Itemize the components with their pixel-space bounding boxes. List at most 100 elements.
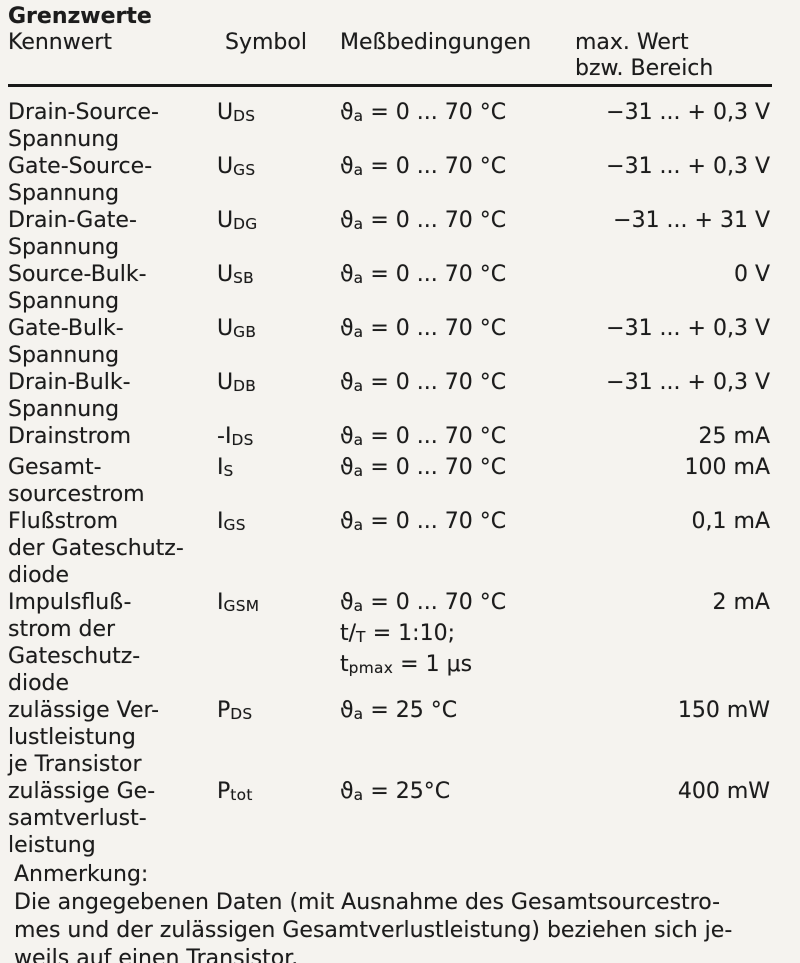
subscript: tot	[230, 785, 253, 804]
subscript: S	[223, 461, 234, 480]
kennwert-line: Gate-Bulk-	[8, 316, 124, 341]
symbol-cell: PDS	[217, 697, 253, 723]
symbol-cell: IGS	[217, 508, 246, 534]
value-cell: −31 ... + 0,3 V	[606, 154, 770, 179]
column-label-max-wert: max. Wert	[575, 30, 689, 55]
section-title: Grenzwerte	[8, 4, 152, 29]
conditions-cell: ϑa = 0 ... 70 °C	[340, 369, 575, 423]
value-cell: 25 mA	[698, 424, 770, 449]
table-row: zulässige Ge-samtverlust-leistung Ptot ϑa …	[8, 778, 800, 859]
condition-line: ϑa = 0 ... 70 °C	[340, 589, 507, 615]
subscript: a	[353, 268, 364, 287]
conditions-cell: ϑa = 25°C	[340, 778, 575, 859]
kennwert-line: Spannung	[8, 235, 120, 260]
symbol-cell: UGB	[217, 316, 257, 341]
conditions-cell: ϑa = 0 ... 70 °C	[340, 423, 575, 454]
table-row: Drainstrom -IDS ϑa = 0 ... 70 °C 25 mA	[8, 423, 800, 454]
table-row: Gesamt-sourcestrom IS ϑa = 0 ... 70 °C 100 …	[8, 454, 800, 508]
kennwert-cell: Impulsfluß-strom der Gateschutz-diode	[8, 589, 215, 697]
subscript: a	[353, 376, 364, 395]
subscript: a	[353, 214, 364, 233]
table-row: Impulsfluß-strom der Gateschutz-diode IGSM…	[8, 589, 800, 697]
kennwert-cell: Drain-Source- Spannung	[8, 99, 215, 153]
subscript: DG	[233, 214, 258, 233]
symbol-cell: UDG	[217, 208, 258, 233]
kennwert-line: Gesamt-	[8, 454, 102, 480]
subscript: a	[353, 461, 364, 480]
subscript: a	[353, 785, 364, 804]
symbol-cell: UDB	[217, 370, 257, 395]
kennwert-line: Spannung	[8, 289, 120, 314]
subscript: a	[353, 515, 364, 534]
kennwert-line: Impulsfluß-	[8, 589, 132, 615]
kennwert-cell: Drainstrom	[8, 423, 215, 454]
kennwert-cell: Drain-Gate- Spannung	[8, 207, 215, 261]
table-row: Drain-Gate- Spannung UDG ϑa = 0 ... 70 °C −3…	[8, 207, 800, 261]
conditions-cell: ϑa = 0 ... 70 °C	[340, 207, 575, 261]
kennwert-cell: Flußstrom der Gateschutz-diode	[8, 508, 215, 589]
table-row: Gate-Bulk- Spannung UGB ϑa = 0 ... 70 °C −31…	[8, 315, 800, 369]
subscript: a	[353, 160, 364, 179]
condition-line: t/T = 1:10;	[340, 620, 455, 646]
condition-line: ϑa = 0 ... 70 °C	[340, 316, 507, 341]
kennwert-line: Drain-Bulk-	[8, 370, 131, 395]
table-row: zulässige Ver-lustleistung je Transistor P…	[8, 697, 800, 778]
note-line: weils auf einen Transistor.	[14, 945, 299, 963]
kennwert-cell: zulässige Ver-lustleistung je Transistor	[8, 697, 215, 778]
condition-line: ϑa = 0 ... 70 °C	[340, 208, 507, 233]
condition-line: tpmax = 1 μs	[340, 651, 473, 677]
table-row: Flußstrom der Gateschutz-diode IGS ϑa = 0 .…	[8, 508, 800, 589]
symbol-cell: USB	[217, 262, 255, 287]
kennwert-line: zulässige Ge-	[8, 778, 156, 804]
kennwert-cell: Gate-Source- Spannung	[8, 153, 215, 207]
symbol-cell: UDS	[217, 100, 256, 125]
condition-line: ϑa = 0 ... 70 °C	[340, 262, 507, 287]
conditions-cell: ϑa = 0 ... 70 °C	[340, 261, 575, 315]
symbol-cell: Ptot	[217, 778, 253, 804]
condition-line: ϑa = 0 ... 70 °C	[340, 508, 507, 534]
value-cell: 2 mA	[712, 589, 770, 615]
subscript: T	[356, 627, 366, 646]
kennwert-line: Spannung	[8, 397, 120, 422]
kennwert-line: Spannung	[8, 181, 120, 206]
kennwert-line: je Transistor	[8, 751, 142, 777]
subscript: DS	[233, 106, 256, 125]
note-line: Die angegebenen Daten (mit Ausnahme des …	[14, 889, 721, 915]
table-row: Drain-Source- Spannung UDS ϑa = 0 ... 70 °C…	[8, 99, 800, 153]
kennwert-line: strom der	[8, 616, 116, 642]
note-section: Anmerkung: Die angegebenen Daten (mit Au…	[8, 861, 800, 963]
kennwert-line: der Gateschutz-	[8, 535, 184, 561]
subscript: a	[353, 106, 364, 125]
value-cell: 150 mW	[677, 697, 770, 723]
subscript: GB	[233, 322, 257, 341]
subscript: GSM	[223, 596, 260, 615]
condition-line: ϑa = 0 ... 70 °C	[340, 454, 507, 480]
symbol-cell: UGS	[217, 154, 256, 179]
table-row: Source-Bulk- Spannung USB ϑa = 0 ... 70 °C 0…	[8, 261, 800, 315]
subscript: a	[353, 704, 364, 723]
column-label-kennwert: Kennwert	[8, 30, 112, 55]
column-label-symbol: Symbol	[225, 30, 307, 55]
condition-line: ϑa = 0 ... 70 °C	[340, 424, 507, 449]
symbol-cell: -IDS	[217, 424, 254, 449]
kennwert-line: lustleistung	[8, 724, 136, 750]
kennwert-line: samtverlust-	[8, 805, 147, 831]
condition-line: ϑa = 25°C	[340, 778, 451, 804]
kennwert-line: Drain-Source-	[8, 100, 159, 125]
table-header: Grenzwerte Kennwert Symbol Meßbedingunge…	[8, 4, 772, 87]
kennwert-cell: Source-Bulk- Spannung	[8, 261, 215, 315]
kennwert-cell: Gesamt-sourcestrom	[8, 454, 215, 508]
conditions-cell: ϑa = 0 ... 70 °C	[340, 454, 575, 508]
table-row: Drain-Bulk- Spannung UDB ϑa = 0 ... 70 °C −3…	[8, 369, 800, 423]
kennwert-line: leistung	[8, 832, 96, 858]
kennwert-line: Drain-Gate-	[8, 208, 137, 233]
subscript: DS	[231, 430, 254, 449]
kennwert-cell: Drain-Bulk- Spannung	[8, 369, 215, 423]
column-label-bzw-bereich: bzw. Bereich	[575, 56, 714, 81]
value-cell: 0,1 mA	[691, 508, 770, 534]
subscript: a	[353, 596, 364, 615]
condition-line: ϑa = 0 ... 70 °C	[340, 100, 507, 125]
subscript: SB	[233, 268, 255, 287]
kennwert-line: sourcestrom	[8, 481, 145, 507]
